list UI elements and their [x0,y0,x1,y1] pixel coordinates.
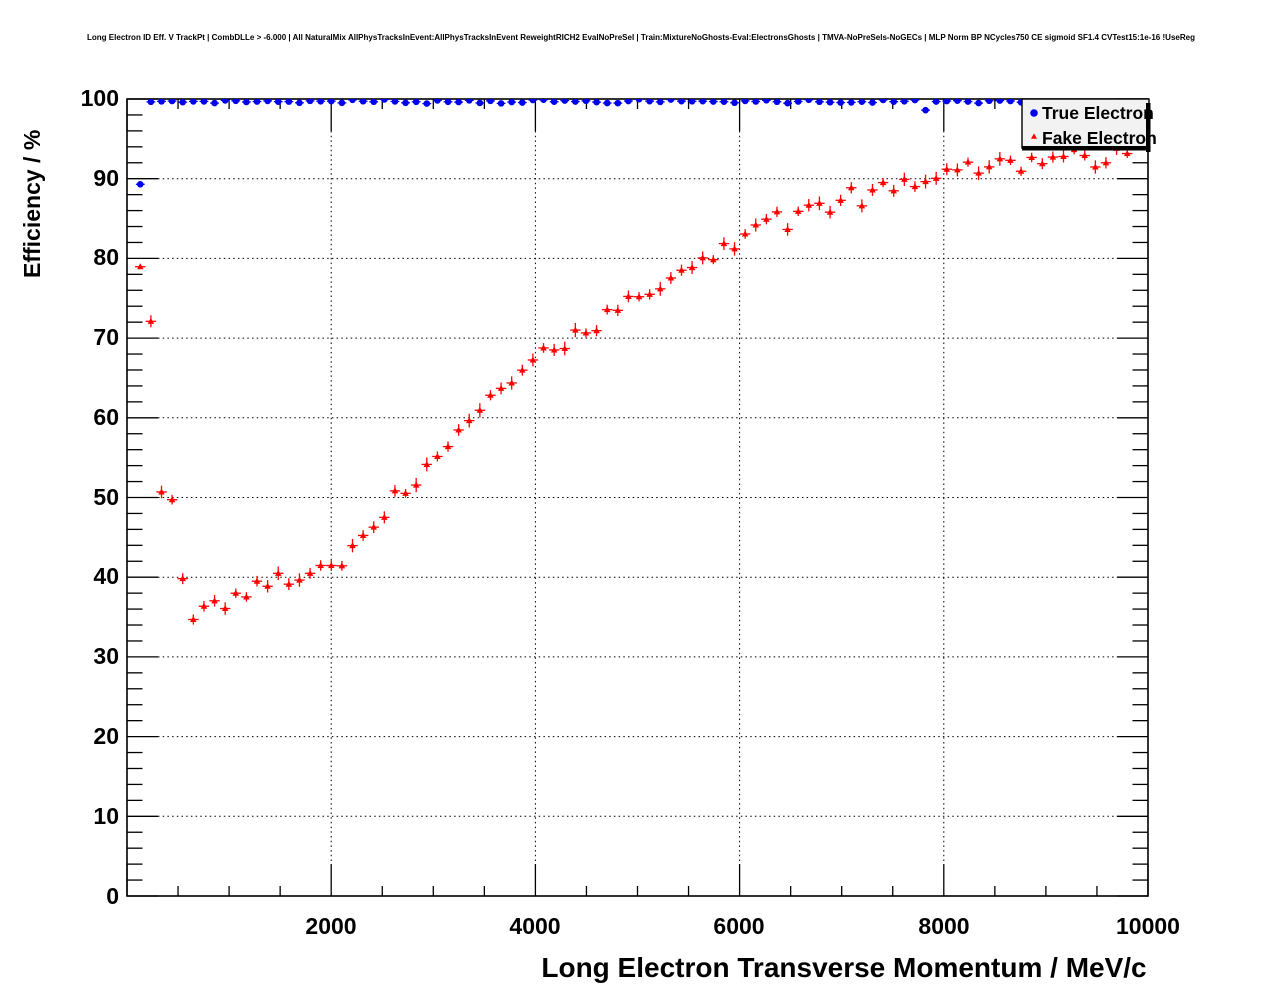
svg-text:2000: 2000 [305,913,356,939]
svg-text:20: 20 [93,723,119,749]
svg-text:0: 0 [106,883,119,909]
svg-text:30: 30 [93,643,119,669]
svg-text:10: 10 [93,803,119,829]
svg-text:100: 100 [81,85,119,111]
svg-text:60: 60 [93,404,119,430]
svg-text:70: 70 [93,324,119,350]
svg-text:Long Electron ID Eff. V TrackP: Long Electron ID Eff. V TrackPt | CombDL… [87,32,1195,42]
svg-text:8000: 8000 [918,913,969,939]
svg-text:Fake Electron: Fake Electron [1042,128,1157,148]
svg-text:Efficiency / %: Efficiency / % [19,130,45,278]
svg-text:40: 40 [93,563,119,589]
svg-text:90: 90 [93,165,119,191]
svg-text:Long Electron Transverse Momen: Long Electron Transverse Momentum / MeV/… [541,952,1146,983]
svg-text:80: 80 [93,244,119,270]
svg-text:50: 50 [93,484,119,510]
svg-text:6000: 6000 [713,913,764,939]
svg-text:10000: 10000 [1116,913,1180,939]
svg-text:4000: 4000 [509,913,560,939]
svg-text:True Electron: True Electron [1042,103,1154,123]
